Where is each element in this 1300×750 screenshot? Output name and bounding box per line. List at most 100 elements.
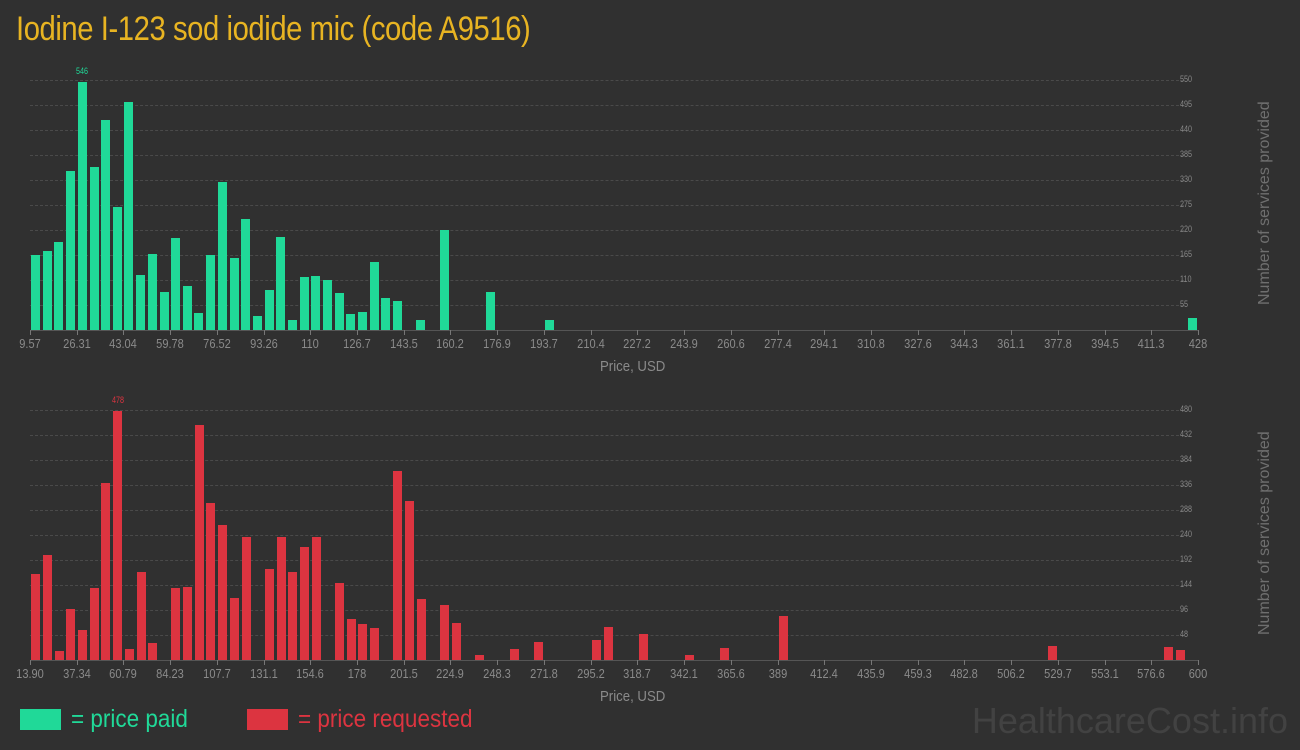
gridline — [30, 410, 1184, 411]
x-tick-label: 84.23 — [156, 666, 184, 681]
x-tick — [1198, 660, 1199, 665]
x-tick — [76, 330, 78, 335]
x-tick-label: 435.9 — [857, 666, 885, 681]
x-tick — [590, 660, 592, 665]
bar — [54, 651, 64, 660]
x-tick-label: 131.1 — [249, 666, 278, 681]
x-tick — [1104, 330, 1106, 335]
x-tick — [403, 660, 405, 665]
x-tick — [917, 660, 919, 665]
x-tick-label: 576.6 — [1137, 666, 1166, 681]
gridline — [30, 610, 1184, 611]
x-tick — [684, 330, 686, 335]
gridline — [30, 435, 1184, 436]
bar — [31, 255, 41, 330]
y-tick-label: 336 — [1180, 479, 1193, 489]
x-tick-label: 248.3 — [483, 666, 512, 681]
gridline — [30, 280, 1184, 281]
x-tick — [543, 330, 545, 335]
x-tick-label: 243.9 — [670, 336, 698, 351]
y-tick-label: 275 — [1180, 199, 1193, 209]
paid-swatch — [20, 709, 61, 730]
x-tick — [964, 660, 966, 665]
x-tick — [1198, 330, 1199, 335]
bar — [218, 525, 228, 660]
y-tick-label: 192 — [1180, 554, 1193, 564]
x-tick — [917, 330, 919, 335]
plot-area — [30, 80, 1198, 331]
gridline — [30, 485, 1184, 486]
y-tick-label: 55 — [1180, 299, 1189, 309]
x-tick — [1011, 330, 1013, 335]
bar — [720, 648, 730, 660]
x-tick-label: 160.2 — [436, 336, 465, 351]
x-tick — [76, 660, 78, 665]
peak-value-label: 478 — [111, 395, 124, 406]
x-tick — [870, 660, 872, 665]
peak-value-label: 546 — [76, 65, 89, 76]
x-tick-label: 59.78 — [156, 336, 184, 351]
x-tick-label: 178 — [347, 666, 367, 681]
x-tick-label: 13.90 — [16, 666, 44, 681]
x-tick — [357, 660, 359, 665]
bar — [475, 654, 485, 660]
x-tick-label: 295.2 — [576, 666, 605, 681]
x-tick-label: 277.4 — [763, 336, 792, 351]
legend: = price paid = price requested — [20, 705, 492, 734]
x-tick-label: 344.3 — [950, 336, 979, 351]
bar — [101, 482, 111, 660]
brand-watermark: HealthcareCost.info — [971, 700, 1288, 741]
x-tick-label: 227.2 — [623, 336, 652, 351]
x-tick — [1011, 660, 1013, 665]
x-tick-label: 26.31 — [62, 336, 91, 351]
x-tick-label: 529.7 — [1043, 666, 1072, 681]
bar — [416, 320, 426, 330]
bar — [183, 285, 193, 330]
bar — [451, 623, 461, 660]
bar — [229, 258, 239, 330]
x-tick — [357, 330, 359, 335]
bar — [440, 604, 450, 660]
bar — [276, 236, 286, 330]
x-tick — [170, 660, 172, 665]
gridline — [30, 585, 1184, 586]
x-tick — [824, 330, 826, 335]
bar — [136, 571, 146, 660]
x-tick — [1151, 330, 1153, 335]
gridline — [30, 305, 1184, 306]
y-tick-label: 96 — [1180, 604, 1189, 614]
bar — [264, 568, 274, 660]
bar — [392, 300, 402, 330]
bar — [66, 170, 76, 330]
x-tick-label: 193.7 — [530, 336, 558, 351]
x-tick — [824, 660, 826, 665]
x-tick — [450, 330, 452, 335]
x-tick — [30, 660, 31, 665]
bar — [217, 181, 227, 330]
x-tick — [1057, 330, 1059, 335]
x-axis-line — [30, 330, 1198, 331]
bar — [89, 166, 99, 330]
x-tick-label: 553.1 — [1090, 666, 1119, 681]
bar — [486, 291, 496, 330]
bar — [405, 501, 415, 660]
x-tick — [123, 660, 125, 665]
bar — [276, 537, 286, 660]
gridline — [30, 255, 1184, 256]
x-tick — [216, 660, 218, 665]
bar — [241, 219, 251, 330]
x-tick-label: 310.8 — [857, 336, 885, 351]
x-tick — [1104, 660, 1106, 665]
x-tick — [310, 660, 312, 665]
x-tick-label: 327.6 — [903, 336, 932, 351]
bar — [1164, 646, 1174, 660]
gridline — [30, 130, 1184, 131]
bar — [113, 411, 123, 660]
bar — [194, 425, 204, 660]
x-tick — [263, 660, 265, 665]
bar — [299, 546, 309, 660]
bar — [241, 537, 251, 660]
gridline — [30, 560, 1184, 561]
bar — [346, 618, 356, 660]
x-tick — [964, 330, 966, 335]
